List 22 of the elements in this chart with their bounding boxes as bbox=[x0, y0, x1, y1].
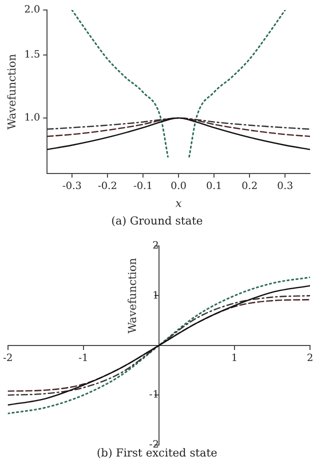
x-tick-label: -2 bbox=[2, 352, 13, 364]
x-tick-label: 2 bbox=[306, 352, 314, 364]
y-tick-label: 2.0 bbox=[24, 4, 40, 16]
x-tick-label: 0.3 bbox=[277, 181, 294, 192]
line-series bbox=[47, 117, 310, 150]
y-axis-title: Wavefunction bbox=[5, 54, 18, 130]
text: (a) Ground state bbox=[111, 214, 203, 228]
y-tick-label: 1.5 bbox=[24, 49, 40, 60]
y-tick-label: -1 bbox=[149, 390, 159, 401]
x-tick-label: 0.2 bbox=[242, 181, 258, 192]
x-tick-label: 0.1 bbox=[206, 181, 222, 192]
x-tick-label: 1 bbox=[231, 352, 238, 364]
x-axis-title: x bbox=[175, 197, 182, 210]
x-tick-label: 0.0 bbox=[170, 181, 187, 192]
x-tick-label: -0.2 bbox=[98, 181, 118, 192]
x-tick-label: -0.1 bbox=[133, 181, 153, 192]
line-series bbox=[47, 117, 310, 130]
x-tick-label: -0.3 bbox=[62, 181, 82, 192]
x-tick-label: -1 bbox=[78, 352, 88, 364]
y-tick-label: 1.0 bbox=[24, 112, 40, 124]
y-axis-title: Wavefunction bbox=[126, 258, 139, 334]
line-series bbox=[47, 117, 310, 138]
